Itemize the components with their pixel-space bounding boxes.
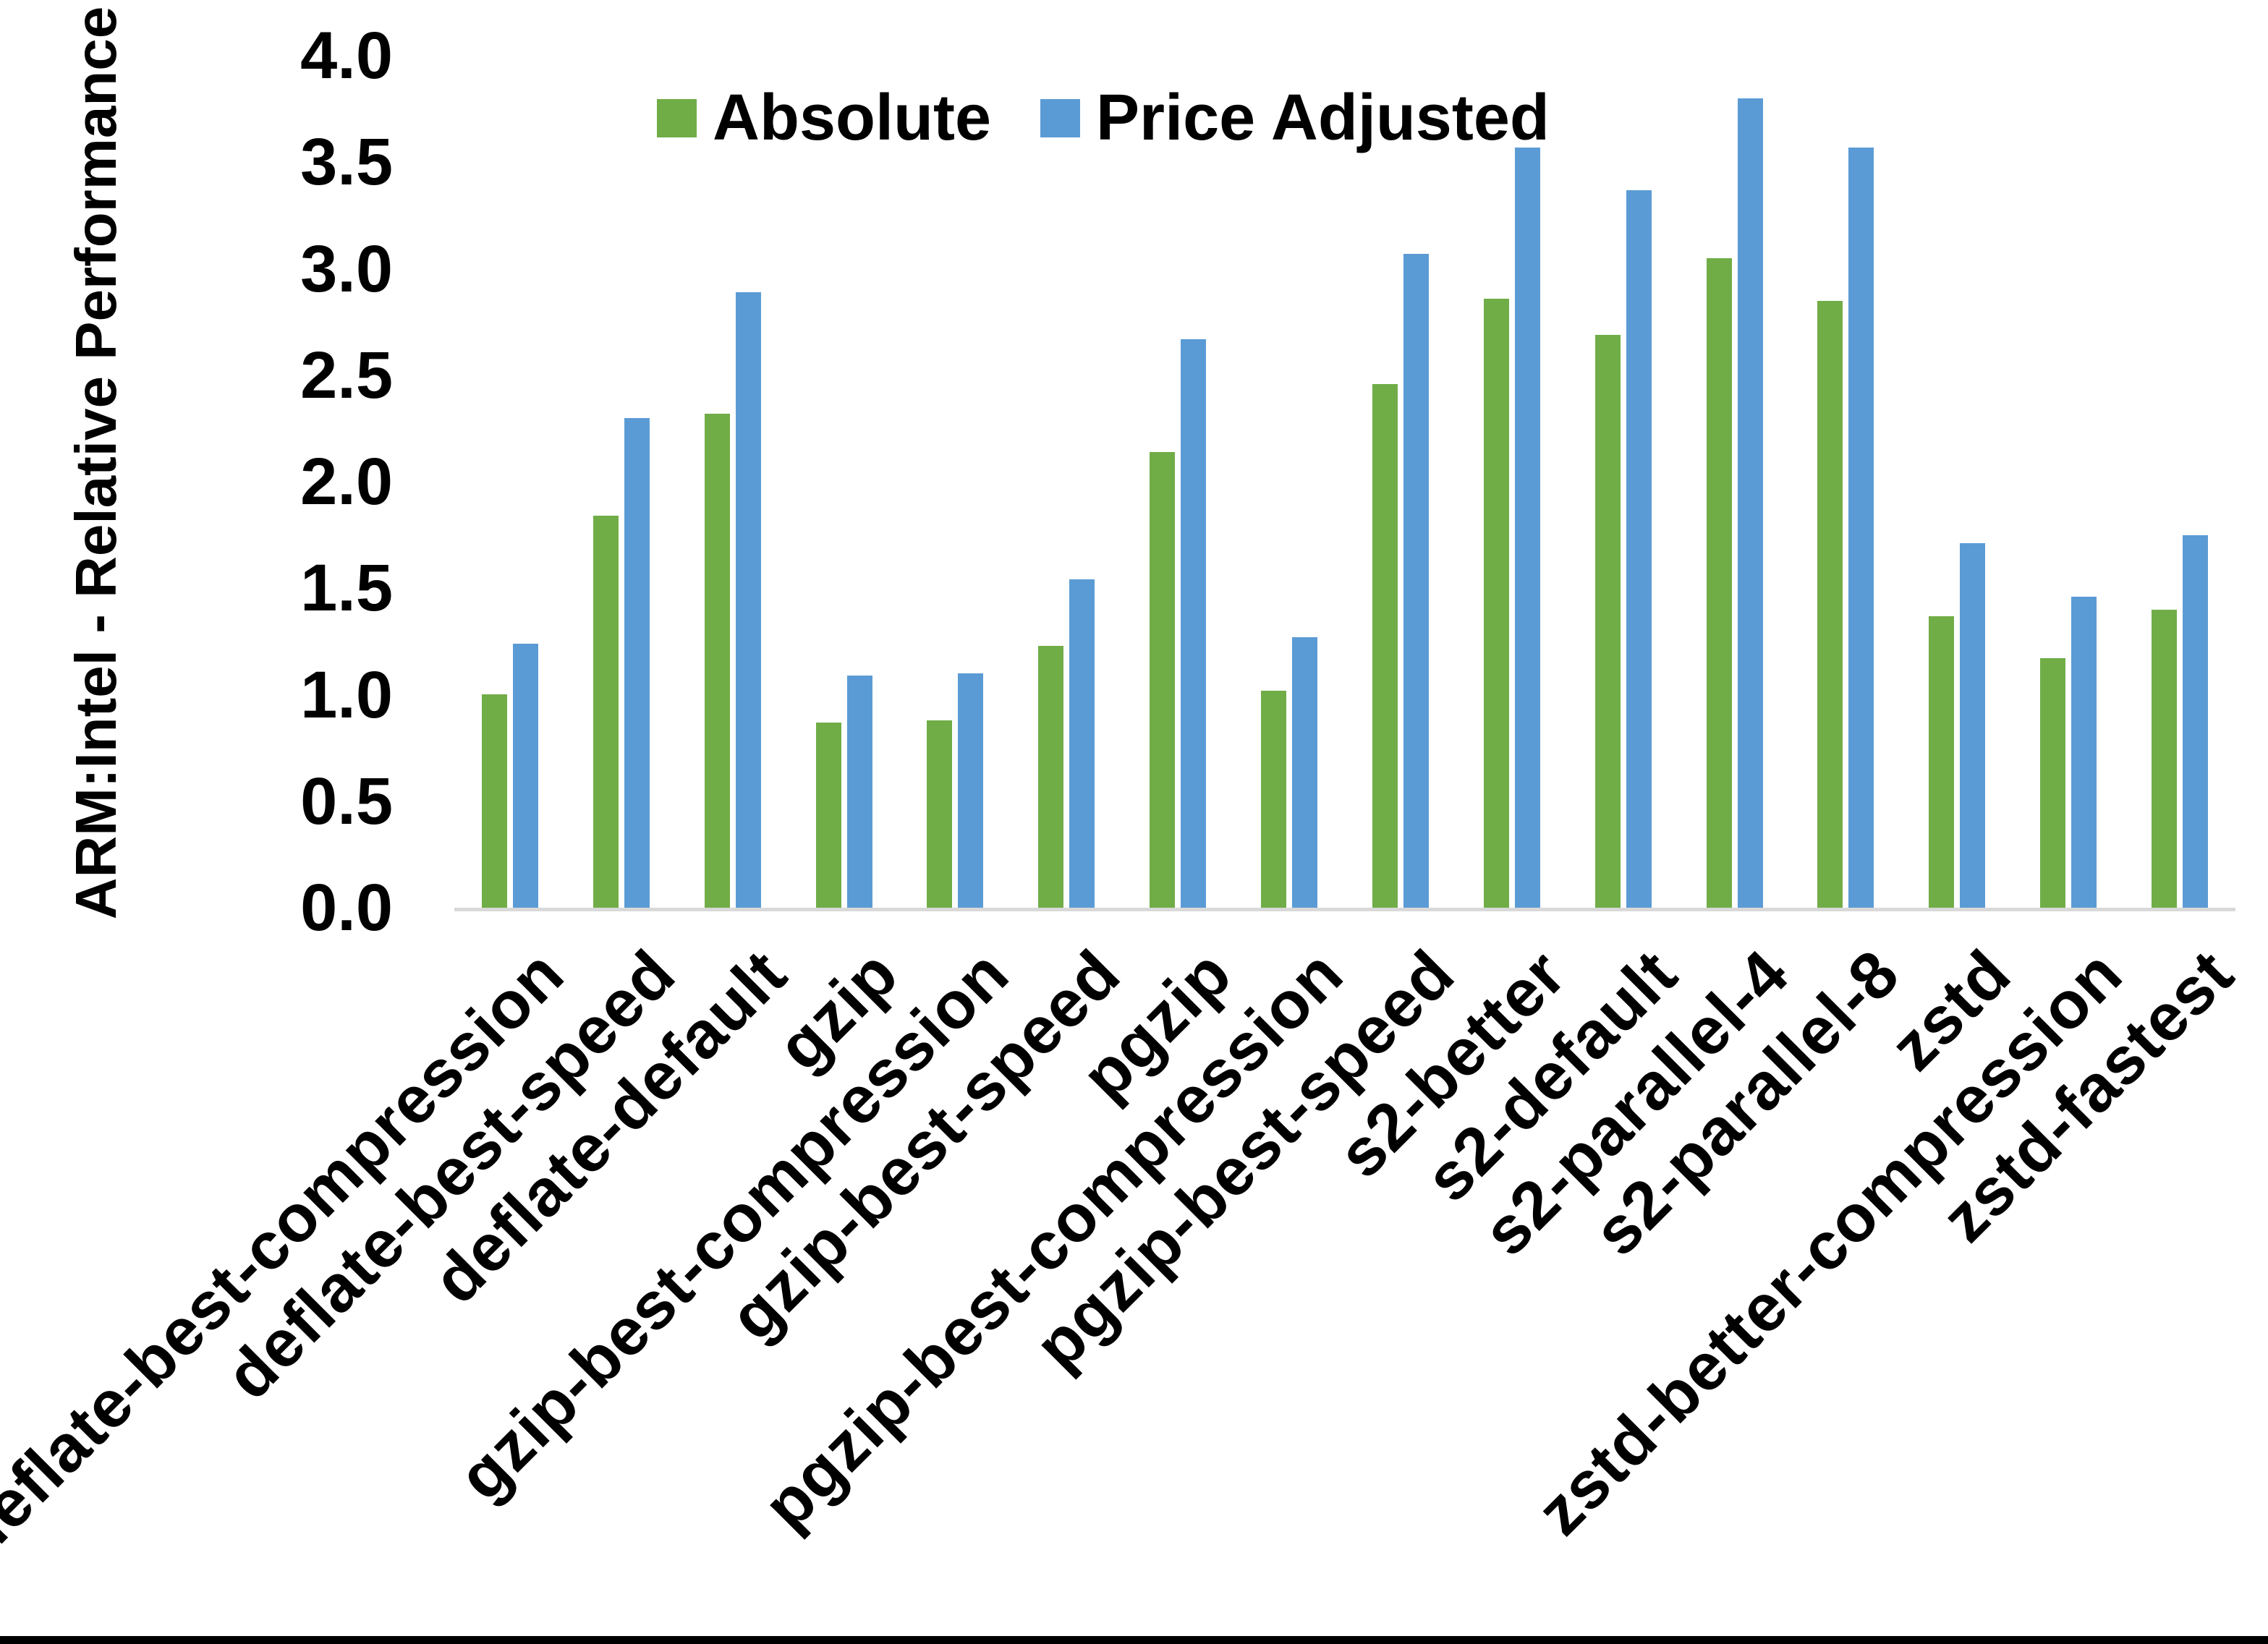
bar-price-adjusted-pgzip [1181, 339, 1206, 908]
bar-absolute-zstd [1929, 616, 1954, 908]
y-tick-label: 0.0 [300, 871, 393, 945]
bar-absolute-gzip-best-speed [1038, 646, 1063, 908]
bar-price-adjusted-deflate-default [736, 292, 761, 908]
bar-price-adjusted-s2-parallel-8 [1848, 148, 1874, 908]
bar-price-adjusted-zstd-fastest [2183, 535, 2208, 908]
bar-absolute-zstd-better-compression [2040, 658, 2065, 908]
bar-price-adjusted-s2-better [1515, 148, 1540, 908]
legend-label-price-adjusted: Price Adjusted [1096, 82, 1550, 154]
y-tick-label: 3.0 [300, 232, 393, 306]
bar-absolute-pgzip [1150, 452, 1175, 908]
bar-price-adjusted-s2-parallel-4 [1738, 98, 1763, 908]
bar-price-adjusted-zstd [1960, 543, 1985, 908]
bar-absolute-gzip [816, 723, 841, 908]
y-tick-label: 1.5 [300, 551, 393, 625]
bar-absolute-deflate-best-speed [593, 516, 619, 908]
bar-absolute-s2-parallel-4 [1707, 258, 1732, 908]
legend-item-price-adjusted: Price Adjusted [1040, 85, 1550, 150]
legend-swatch-absolute [657, 98, 697, 137]
bar-price-adjusted-gzip-best-compression [958, 673, 983, 908]
y-tick-label: 2.5 [300, 338, 393, 412]
bar-price-adjusted-gzip [847, 676, 872, 908]
bar-absolute-pgzip-best-compression [1261, 691, 1286, 908]
y-tick-label: 0.5 [300, 764, 393, 838]
legend-item-absolute: Absolute [657, 85, 991, 150]
y-tick-label: 3.5 [300, 125, 393, 199]
bar-absolute-zstd-fastest [2152, 610, 2177, 908]
bar-price-adjusted-pgzip-best-speed [1403, 254, 1429, 908]
y-tick-label: 4.0 [300, 19, 393, 93]
bottom-border [0, 1636, 2268, 1644]
bar-price-adjusted-deflate-best-speed [624, 418, 650, 908]
legend-label-absolute: Absolute [713, 82, 992, 154]
y-tick-label: 1.0 [300, 658, 393, 732]
bar-price-adjusted-gzip-best-speed [1069, 579, 1095, 908]
y-axis-title: ARM:Intel - Relative Performance [64, 6, 128, 920]
plot-area [454, 56, 2235, 911]
bar-absolute-s2-parallel-8 [1817, 301, 1843, 908]
legend: Absolute Price Adjusted [657, 85, 1550, 150]
bar-absolute-deflate-best-compression [482, 694, 507, 908]
bar-price-adjusted-deflate-best-compression [513, 644, 538, 908]
legend-swatch-price-adjusted [1040, 98, 1081, 137]
bar-absolute-gzip-best-compression [927, 720, 952, 908]
bar-absolute-pgzip-best-speed [1372, 384, 1398, 908]
bar-absolute-s2-better [1484, 299, 1509, 908]
x-axis-line [454, 908, 2235, 911]
bar-price-adjusted-zstd-better-compression [2071, 597, 2097, 908]
bar-absolute-deflate-default [705, 414, 730, 908]
bar-absolute-s2-default [1595, 335, 1621, 908]
y-tick-label: 2.0 [300, 445, 393, 519]
bar-price-adjusted-s2-default [1626, 190, 1652, 908]
bar-price-adjusted-pgzip-best-compression [1292, 637, 1317, 908]
